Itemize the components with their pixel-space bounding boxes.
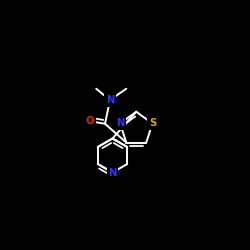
Text: O: O bbox=[86, 116, 94, 126]
Text: S: S bbox=[149, 118, 156, 128]
Text: N: N bbox=[108, 168, 117, 177]
Text: N: N bbox=[106, 95, 114, 105]
Text: N: N bbox=[116, 118, 124, 128]
